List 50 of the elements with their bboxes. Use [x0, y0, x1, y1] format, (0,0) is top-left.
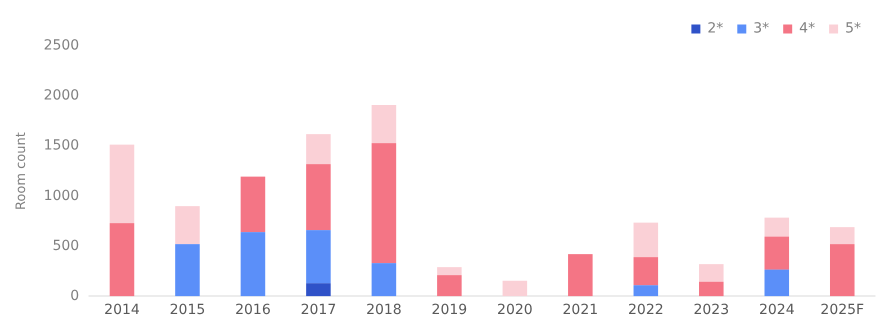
x-tick-label: 2025F [820, 302, 864, 318]
bar [110, 144, 134, 224]
bar [306, 164, 331, 230]
x-tick-label: 2022 [628, 302, 664, 318]
bar [437, 267, 462, 276]
bar [699, 282, 724, 296]
bar [830, 244, 855, 296]
bar [764, 236, 790, 270]
legend-label: 5* [845, 20, 862, 37]
bar [175, 244, 200, 296]
bar [306, 134, 331, 164]
bar [240, 176, 266, 232]
y-axis-title: Room count [14, 132, 30, 210]
bar [372, 105, 396, 144]
bar [372, 143, 396, 264]
x-tick-label: 2014 [104, 302, 140, 318]
bar [699, 264, 724, 282]
legend-label: 2* [707, 20, 724, 37]
y-tick-label: 500 [52, 238, 80, 254]
x-tick-label: 2021 [562, 302, 598, 318]
bar [240, 232, 266, 296]
x-tick-label: 2016 [235, 302, 271, 318]
bar [634, 285, 658, 296]
bar [306, 283, 331, 296]
bar [764, 270, 790, 296]
bar [634, 257, 658, 286]
bar [372, 263, 396, 296]
legend-label: 4* [799, 20, 816, 37]
y-tick-label: 1000 [44, 188, 80, 204]
bar [110, 223, 134, 296]
x-tick-label: 2017 [300, 302, 336, 318]
bar [502, 280, 528, 296]
y-tick-label: 1500 [44, 138, 80, 154]
bar [175, 206, 200, 244]
legend-label: 3* [753, 20, 770, 37]
x-tick-label: 2015 [170, 302, 206, 318]
x-tick-label: 2019 [432, 302, 468, 318]
bar [764, 218, 790, 237]
bar [634, 222, 658, 258]
y-tick-label: 2500 [44, 38, 80, 54]
x-tick-label: 2020 [497, 302, 533, 318]
bar [568, 254, 593, 296]
bar [830, 227, 855, 244]
bar [437, 275, 462, 296]
bar [306, 230, 331, 284]
y-tick-label: 0 [70, 288, 80, 304]
x-tick-label: 2023 [693, 302, 730, 318]
x-tick-label: 2018 [366, 302, 402, 318]
y-tick-label: 2000 [44, 88, 80, 104]
x-tick-label: 2024 [758, 302, 795, 318]
